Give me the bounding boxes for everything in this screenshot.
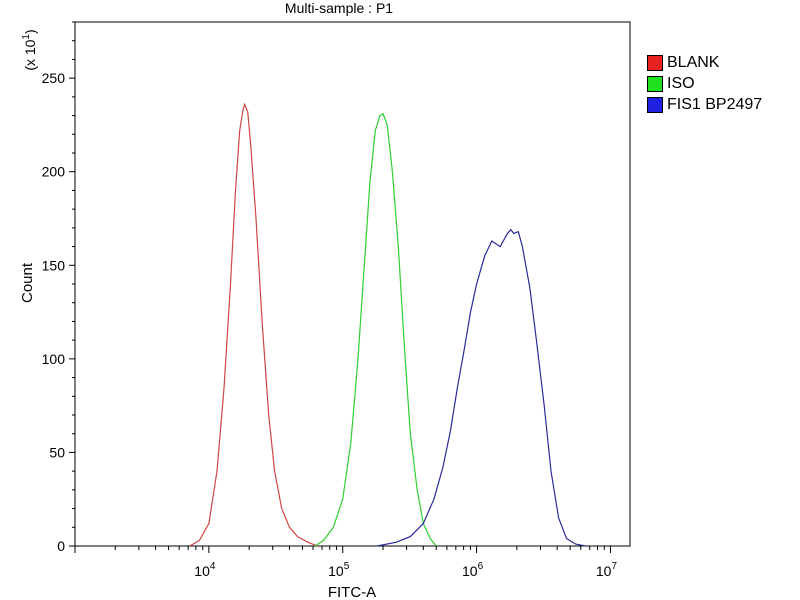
series-line-iso bbox=[314, 112, 437, 547]
series-layer bbox=[189, 102, 586, 547]
chart-title: Multi-sample : P1 bbox=[285, 0, 393, 16]
y-axis-label: Count bbox=[19, 262, 36, 303]
y-tick-label: 150 bbox=[42, 257, 66, 273]
legend: BLANK ISO FIS1 BP2497 bbox=[647, 52, 762, 115]
legend-item-blank: BLANK bbox=[647, 52, 762, 73]
legend-swatch-blank bbox=[647, 54, 663, 71]
legend-item-iso: ISO bbox=[647, 73, 762, 94]
series-line-fis1-bp2497 bbox=[376, 228, 586, 547]
legend-item-fis1: FIS1 BP2497 bbox=[647, 94, 762, 115]
x-tick-label: 106 bbox=[462, 561, 484, 579]
legend-swatch-fis1 bbox=[647, 96, 663, 113]
y-tick-label: 200 bbox=[42, 164, 66, 180]
y-multiplier-label: (x 101) bbox=[21, 29, 38, 70]
legend-label-blank: BLANK bbox=[667, 53, 720, 71]
svg-text:(x 101): (x 101) bbox=[21, 29, 38, 70]
legend-swatch-iso bbox=[647, 75, 663, 92]
y-axis-ticks: 0 50 100 150 200 250 bbox=[42, 21, 75, 554]
x-axis-label: FITC-A bbox=[328, 584, 376, 600]
plot-area bbox=[74, 21, 631, 547]
x-tick-label: 104 bbox=[194, 561, 216, 579]
legend-label-fis1: FIS1 BP2497 bbox=[667, 95, 763, 113]
x-axis-ticks: 104 105 106 107 bbox=[74, 546, 618, 579]
series-line-blank bbox=[189, 102, 318, 547]
x-tick-label: 107 bbox=[596, 561, 618, 579]
plot-frame bbox=[74, 21, 631, 547]
legend-label-iso: ISO bbox=[667, 74, 695, 92]
y-tick-label: 0 bbox=[57, 538, 65, 554]
x-tick-label: 105 bbox=[328, 561, 350, 579]
y-tick-label: 250 bbox=[42, 70, 66, 86]
y-tick-label: 50 bbox=[49, 444, 65, 460]
y-tick-label: 100 bbox=[42, 351, 66, 367]
